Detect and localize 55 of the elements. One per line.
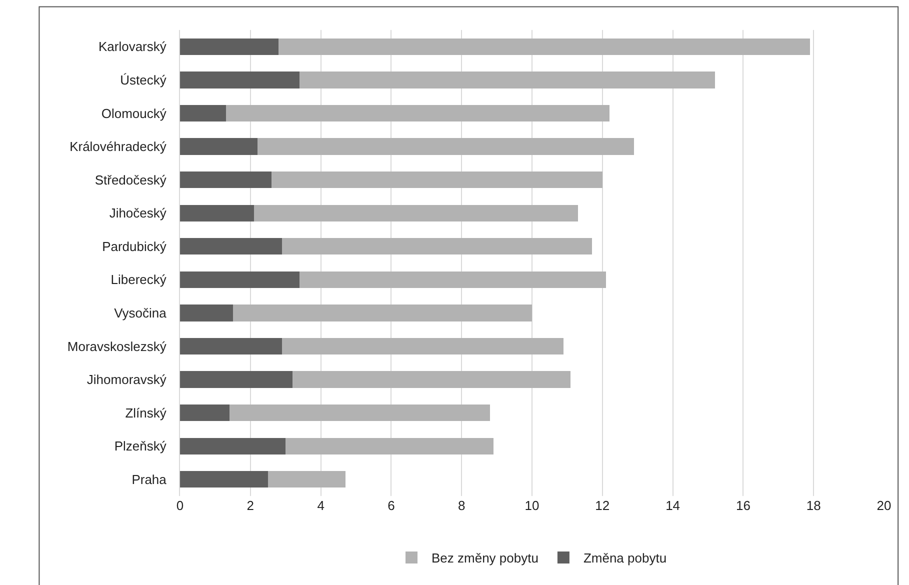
- bar: [232, 304, 532, 322]
- legend-label: Bez změny pobytu: [432, 550, 538, 566]
- y-tick-label: Moravskoslezský: [67, 338, 167, 354]
- bar: [300, 271, 606, 288]
- bar: [300, 72, 716, 88]
- bar: [180, 204, 254, 222]
- y-tick-label: Jihočeský: [109, 206, 167, 221]
- y-tick-label: Vysočina: [114, 305, 168, 320]
- bar: [180, 138, 258, 155]
- bar: [226, 104, 610, 122]
- bar: [180, 104, 226, 122]
- bar: [272, 171, 602, 188]
- y-tick-label: Královéhradecký: [70, 139, 167, 154]
- x-tick-label: 2: [246, 498, 254, 513]
- bar: [257, 138, 634, 155]
- bar: [180, 404, 230, 422]
- bar: [229, 404, 490, 422]
- bar: [180, 371, 293, 388]
- y-tick-label: Olomoucký: [101, 106, 167, 121]
- y-tick-label: Jihomoravský: [86, 372, 167, 388]
- bar: [180, 304, 233, 322]
- x-tick-label: 10: [524, 498, 540, 513]
- x-tick-label: 12: [595, 498, 610, 513]
- y-tick-label: Zlínský: [125, 405, 167, 420]
- bar: [282, 338, 564, 355]
- bar: [268, 471, 346, 488]
- bar: [254, 204, 578, 222]
- bar: [180, 338, 282, 355]
- x-tick-label: 8: [458, 498, 466, 513]
- legend-label: Změna pobytu: [583, 550, 667, 566]
- bar: [180, 72, 300, 88]
- x-tick-label: 20: [876, 498, 892, 513]
- x-tick-label: 4: [317, 498, 324, 513]
- bar: [286, 438, 494, 454]
- bar: [180, 438, 286, 454]
- y-tick-label: Praha: [132, 472, 168, 487]
- y-tick-label: Pardubický: [102, 238, 167, 254]
- bar: [180, 271, 300, 288]
- bar: [278, 38, 810, 55]
- x-tick-label: 16: [736, 498, 750, 513]
- bar: [180, 238, 282, 255]
- x-tick-label: 0: [176, 498, 184, 513]
- y-tick-label: Plzeňský: [114, 438, 167, 454]
- bar: [292, 371, 571, 388]
- bar: [180, 171, 272, 188]
- bar: [282, 238, 592, 255]
- bar: [180, 38, 279, 55]
- bar: [180, 471, 268, 488]
- x-tick-label: 14: [666, 498, 680, 513]
- x-tick-label: 6: [388, 498, 395, 513]
- y-tick-label: Ústecký: [120, 72, 167, 88]
- x-tick-label: 18: [806, 498, 821, 513]
- y-tick-label: Liberecký: [110, 272, 167, 288]
- y-tick-label: Karlovarský: [98, 39, 167, 54]
- y-tick-label: Středočeský: [94, 172, 167, 188]
